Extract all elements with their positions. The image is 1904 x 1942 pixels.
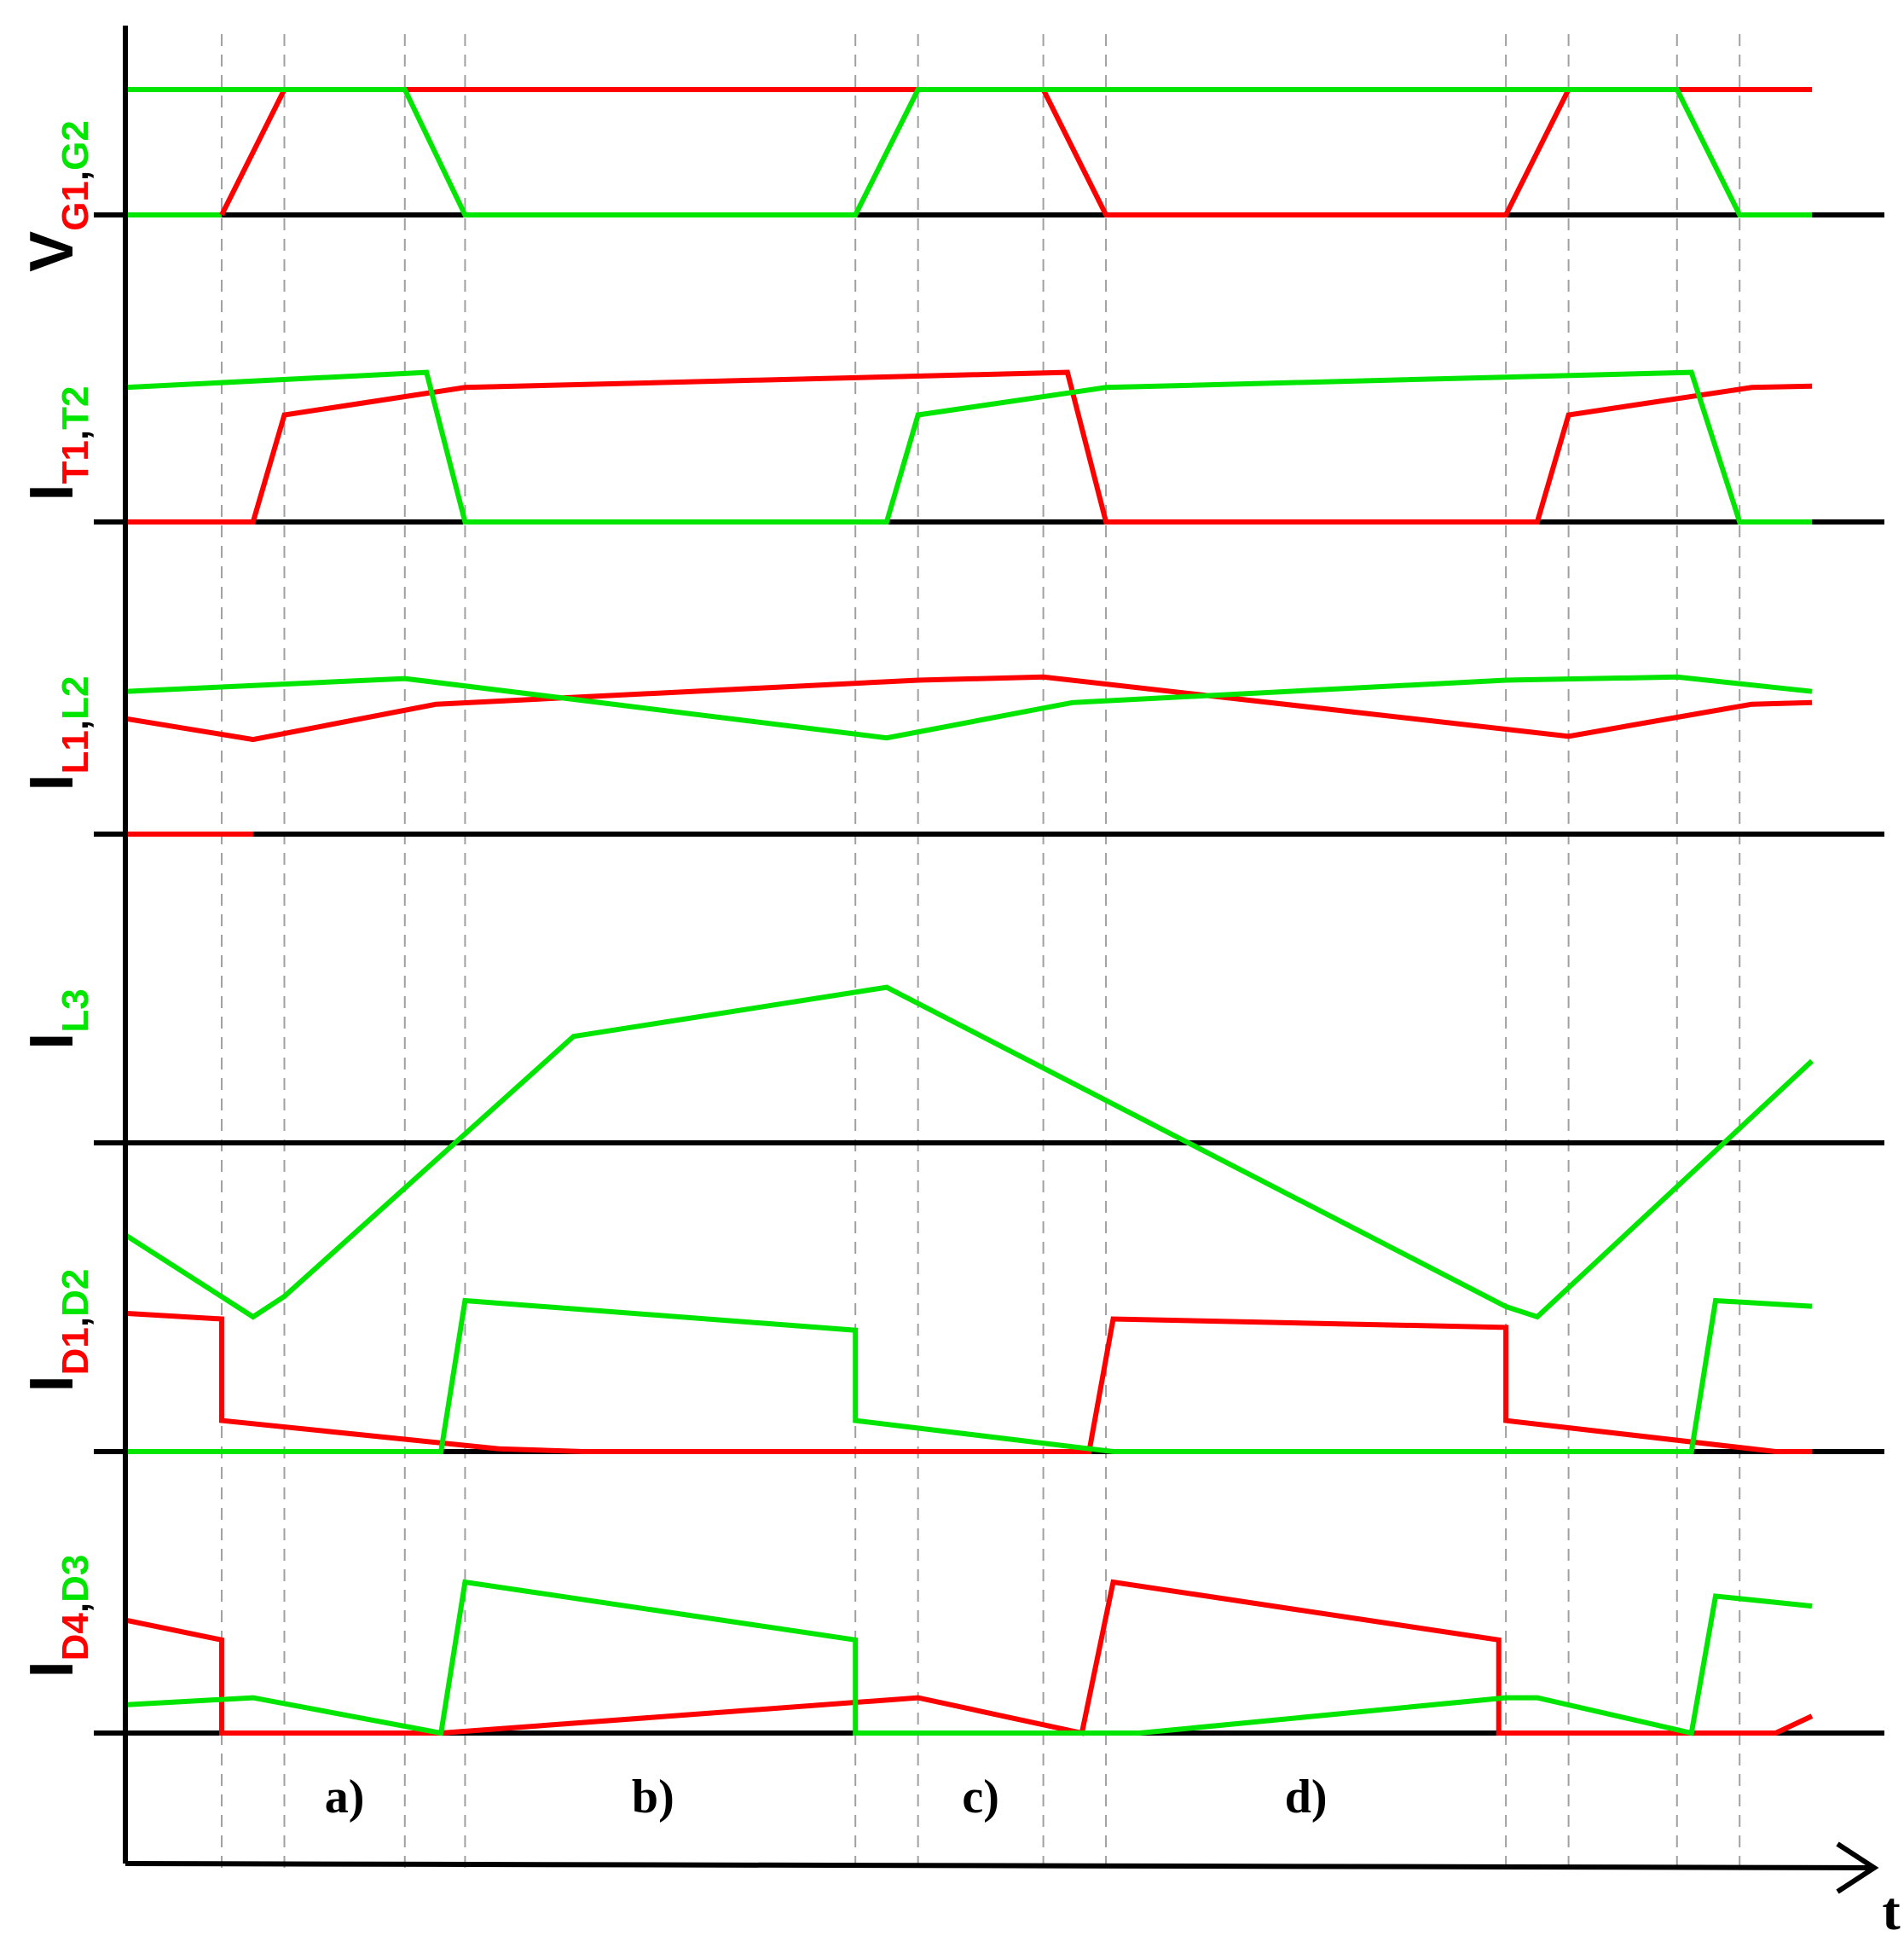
panel-label-sep: , xyxy=(55,720,96,730)
segment-label-2: b) xyxy=(632,1771,674,1823)
series-lines xyxy=(124,87,1814,1736)
panel-2-green-series xyxy=(124,369,1812,525)
panel-label-sep: , xyxy=(55,430,96,440)
panel-label-sep: , xyxy=(55,1317,96,1327)
panel-label-green: D2 xyxy=(55,1269,96,1317)
panel-label-green: G2 xyxy=(55,120,96,171)
panel-5-red-series xyxy=(124,1310,1812,1454)
panel-label-red: G1 xyxy=(55,181,96,231)
x-axis-label: t xyxy=(1882,1881,1901,1941)
panel-label-red: T1 xyxy=(55,440,96,484)
axes: t xyxy=(123,26,1901,1941)
panel-label-red: D1 xyxy=(55,1327,96,1375)
panel-4-green-series xyxy=(124,984,1814,1320)
time-marker-guides xyxy=(221,34,1741,1872)
panel-label-main: I xyxy=(18,1661,86,1678)
segment-label-3: c) xyxy=(962,1771,999,1823)
panel-label-sep: , xyxy=(55,171,96,181)
panel-label-green: T2 xyxy=(55,386,96,430)
panel-2-red-series xyxy=(125,369,1813,525)
panel-1-red-series xyxy=(219,87,1812,217)
panel-label-green: D3 xyxy=(55,1555,96,1603)
panel-label-main: I xyxy=(18,484,86,501)
panel-label-red: D4 xyxy=(55,1613,96,1661)
panel-1-green-series xyxy=(125,87,1812,217)
panel-3-red-series xyxy=(124,674,1813,743)
panel-6-green-series xyxy=(124,1579,1813,1736)
segment-label-4: d) xyxy=(1285,1771,1328,1823)
segment-labels: a) b) c) d) xyxy=(325,1771,1328,1823)
panel-3-green-series xyxy=(124,674,1813,741)
panel-label-main: I xyxy=(18,1375,86,1392)
panel-label-green: L2 xyxy=(55,676,96,720)
panel-1-red-series-b xyxy=(1040,87,1812,217)
panel-label-main: V xyxy=(18,231,86,272)
panel-2-label: IT1,T2 xyxy=(18,386,96,501)
panel-label-green: L3 xyxy=(55,988,96,1032)
panel-label-red: L1 xyxy=(55,730,96,774)
panel-1-label: VG1,G2 xyxy=(18,120,96,272)
panel-3-label: IL1,L2 xyxy=(18,676,96,791)
panel-label-sep: , xyxy=(55,1603,96,1613)
panel-label-main: I xyxy=(18,1033,86,1050)
panel-4-label: IL3 xyxy=(18,988,96,1049)
segment-label-1: a) xyxy=(325,1771,365,1823)
panel-5-green-series xyxy=(125,1297,1813,1454)
panel-6-red-series xyxy=(124,1579,1814,1736)
panel-label-main: I xyxy=(18,774,86,791)
panel-baselines xyxy=(94,212,1884,1736)
x-axis xyxy=(124,1861,1872,1870)
panel-5-label: ID1,D2 xyxy=(18,1269,96,1393)
panel-6-label: ID4,D3 xyxy=(18,1555,96,1678)
x-axis-arrow xyxy=(1836,1841,1879,1894)
